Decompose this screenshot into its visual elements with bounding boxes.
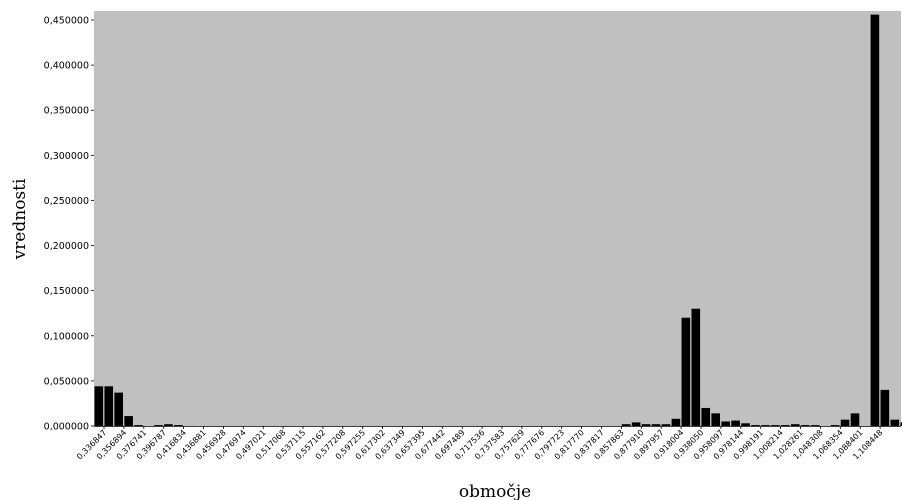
- bar: [691, 308, 701, 426]
- bar: [641, 424, 651, 426]
- bar: [830, 425, 840, 426]
- bar: [134, 425, 143, 426]
- y-tick-label: 0,350000: [44, 106, 89, 117]
- bar: [104, 386, 114, 426]
- bar: [124, 416, 133, 426]
- bar: [701, 407, 711, 426]
- bar: [800, 425, 810, 426]
- bar: [661, 424, 671, 426]
- bar: [880, 389, 890, 426]
- y-tick-label: 0,300000: [44, 151, 89, 162]
- y-tick-label: 0,200000: [44, 241, 89, 252]
- bar: [751, 425, 760, 426]
- x-axis-title: območje: [459, 482, 531, 500]
- bar: [761, 425, 770, 426]
- y-tick-label: 0,250000: [44, 196, 89, 207]
- bar: [870, 14, 880, 427]
- bar: [94, 386, 104, 426]
- y-axis: 0,000000 0,050000 0,100000 0,150000 0,200000…: [44, 16, 94, 433]
- bar: [771, 425, 780, 426]
- y-tick-label: 0,050000: [44, 376, 89, 387]
- bar: [850, 413, 860, 426]
- bars-group: [94, 14, 902, 427]
- y-tick-label: 0,150000: [44, 286, 89, 297]
- bar: [890, 419, 900, 426]
- bar: [741, 423, 750, 426]
- bar: [711, 413, 720, 426]
- bar: [900, 422, 902, 426]
- bar: [154, 425, 163, 426]
- bar: [721, 421, 730, 426]
- bar: [114, 392, 123, 426]
- bar: [651, 424, 661, 426]
- y-tick-label: 0,400000: [44, 61, 89, 72]
- bar: [174, 425, 183, 426]
- y-axis-title: vrednosti: [10, 178, 30, 260]
- bar: [621, 424, 631, 426]
- y-tick-label: 0,000000: [44, 422, 89, 433]
- bar: [671, 418, 681, 426]
- bar: [840, 419, 850, 426]
- bar: [810, 425, 820, 426]
- x-axis: 0,3368470,3568940,3767410,3967870,416834…: [75, 426, 901, 461]
- y-tick-label: 0,100000: [44, 331, 89, 342]
- bar: [631, 422, 641, 426]
- bar: [781, 425, 790, 426]
- bar: [681, 317, 691, 426]
- y-tick-label: 0,450000: [44, 16, 89, 27]
- bar: [164, 424, 173, 426]
- plot-area: [94, 11, 901, 426]
- bar: [791, 424, 800, 426]
- bar: [731, 420, 740, 426]
